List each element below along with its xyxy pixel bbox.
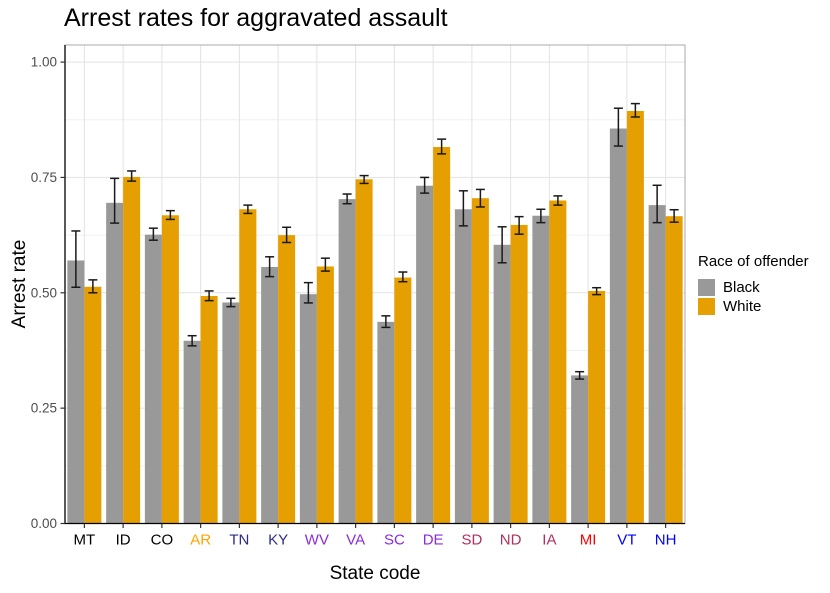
bar-MT-White	[84, 286, 102, 524]
legend-item-black: Black	[698, 278, 809, 296]
bar-MT-Black	[67, 260, 85, 524]
bar-ND-Black	[493, 244, 511, 524]
bar-WV-White	[316, 266, 334, 524]
bar-AR-White	[200, 296, 218, 524]
bar-VT-Black	[609, 128, 627, 524]
bar-ID-White	[123, 176, 141, 524]
x-tick-label-IA: IA	[542, 532, 556, 549]
x-tick-label-VA: VA	[346, 532, 365, 549]
x-tick-label-ND: ND	[500, 532, 522, 549]
legend-swatch-white	[698, 297, 715, 315]
x-tick-label-NH: NH	[655, 532, 677, 549]
x-tick-label-MI: MI	[580, 532, 597, 549]
bar-VA-Black	[338, 199, 356, 524]
legend-swatch-black	[698, 278, 715, 296]
bar-TN-White	[239, 209, 257, 524]
x-axis-title: State code	[329, 563, 421, 584]
x-tick-label-SD: SD	[461, 532, 482, 549]
bar-SD-White	[471, 198, 489, 524]
x-tick-label-DE: DE	[423, 532, 444, 549]
chart-title: Arrest rates for aggravated assault	[64, 4, 448, 32]
bar-TN-Black	[222, 302, 240, 524]
y-tick-label: 1.00	[31, 55, 57, 70]
y-tick-label: 0.00	[31, 516, 57, 531]
bar-AR-Black	[183, 340, 201, 524]
x-tick-label-ID: ID	[116, 532, 131, 549]
bar-SD-Black	[454, 209, 472, 524]
bar-IA-White	[549, 200, 567, 524]
bar-WV-Black	[299, 294, 317, 524]
x-tick-label-AR: AR	[190, 532, 211, 549]
bar-SC-Black	[377, 321, 395, 524]
bar-MI-Black	[571, 375, 589, 524]
legend: Race of offender Black White	[698, 253, 809, 316]
x-tick-label-KY: KY	[268, 532, 288, 549]
legend-label-black: Black	[723, 278, 760, 296]
bar-MI-White	[588, 290, 606, 524]
bar-CO-Black	[144, 234, 162, 524]
bar-DE-Black	[416, 185, 434, 524]
bar-CO-White	[161, 215, 179, 524]
y-tick-label: 0.50	[31, 285, 57, 300]
bar-ID-Black	[106, 202, 124, 524]
legend-item-white: White	[698, 297, 809, 315]
x-tick-label-TN: TN	[229, 532, 249, 549]
bar-KY-Black	[261, 266, 279, 524]
bar-IA-Black	[532, 215, 550, 524]
bar-ND-White	[510, 224, 528, 524]
x-tick-label-CO: CO	[151, 532, 174, 549]
bar-NH-White	[665, 216, 683, 524]
y-tick-label: 0.25	[31, 401, 57, 416]
x-tick-label-SC: SC	[384, 532, 405, 549]
legend-label-white: White	[723, 297, 762, 315]
y-tick-label: 0.75	[31, 170, 57, 185]
legend-title: Race of offender	[698, 253, 809, 270]
bar-NH-Black	[648, 205, 666, 524]
bar-VT-White	[626, 110, 644, 524]
x-tick-label-MT: MT	[74, 532, 96, 549]
x-tick-label-VT: VT	[617, 532, 636, 549]
x-tick-label-WV: WV	[305, 532, 329, 549]
bar-VA-White	[355, 179, 373, 524]
bar-KY-White	[278, 235, 296, 524]
bar-SC-White	[394, 277, 412, 524]
bar-DE-White	[433, 146, 451, 524]
